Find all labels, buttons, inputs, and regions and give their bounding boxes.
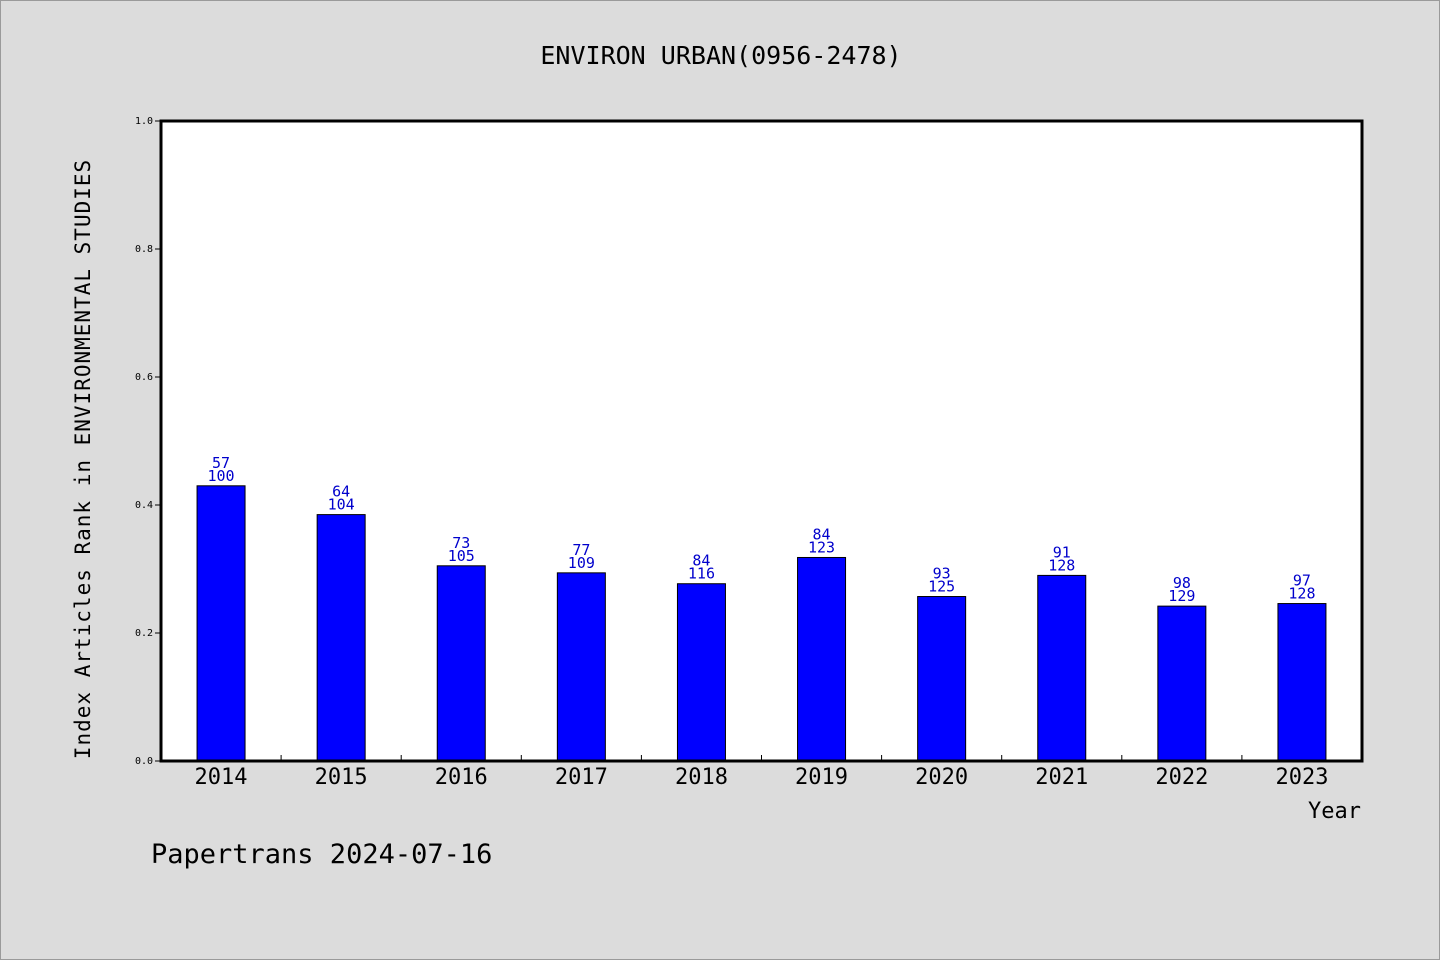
bar-rank-label: 73	[452, 534, 470, 552]
x-tick-label: 2017	[555, 765, 608, 790]
bar	[917, 596, 967, 762]
plot-frame	[159, 119, 1364, 763]
y-axis: 0.0 0.2 0.4 0.6 0.8 1.0	[135, 116, 161, 767]
bar-rank-label: 97	[1293, 572, 1311, 590]
x-tick-label: 2021	[1035, 765, 1088, 790]
bar-rank-label: 57	[212, 454, 230, 472]
bar	[196, 485, 246, 762]
bar-total-label: 109	[568, 554, 595, 572]
bar	[1277, 603, 1327, 762]
bar-rank-label: 91	[1053, 543, 1071, 561]
bar-total-label: 105	[448, 547, 475, 565]
bar	[1157, 605, 1207, 762]
bar	[797, 556, 847, 762]
x-axis: 2014 2015 2016 2017 2018 2019 2020 2021 2022 2023	[195, 755, 1328, 790]
x-tick-label: 2015	[315, 765, 368, 790]
bar-rank-label: 77	[572, 541, 590, 559]
y-tick-label: 1.0	[135, 116, 153, 127]
bar-rank-label: 64	[332, 483, 350, 501]
x-tick-label: 2022	[1155, 765, 1208, 790]
bar-rank-label: 93	[933, 565, 951, 583]
chart-title: ENVIRON URBAN(0956-2478)	[540, 41, 901, 70]
x-tick-label: 2016	[435, 765, 488, 790]
bar-total-label: 128	[1048, 556, 1075, 574]
bar-total-label: 129	[1168, 587, 1195, 605]
bar	[676, 583, 726, 762]
bars	[196, 485, 1327, 762]
bar-total-label: 125	[928, 578, 955, 596]
bar	[436, 565, 486, 762]
y-tick-label: 0.8	[135, 244, 153, 255]
bar	[1037, 574, 1087, 762]
x-axis-label: Year	[1308, 799, 1361, 824]
footer-credit: Papertrans 2024-07-16	[151, 839, 492, 870]
x-tick-label: 2014	[195, 765, 248, 790]
y-tick-label: 0.6	[135, 372, 153, 383]
bar-total-label: 100	[208, 467, 235, 485]
y-axis-label: Index Articles Rank in ENVIRONMENTAL STU…	[71, 159, 95, 759]
bar	[316, 514, 366, 762]
x-tick-label: 2020	[915, 765, 968, 790]
x-tick-label: 2019	[795, 765, 848, 790]
bar-rank-label: 84	[813, 525, 831, 543]
bar-rank-label: 98	[1173, 574, 1191, 592]
bar	[556, 572, 606, 762]
bar-rank-label: 84	[692, 552, 710, 570]
bar-total-label: 104	[328, 496, 355, 514]
y-tick-label: 0.4	[135, 500, 153, 511]
y-tick-label: 0.2	[135, 628, 153, 639]
x-tick-label: 2023	[1275, 765, 1328, 790]
y-tick-label: 0.0	[135, 756, 153, 767]
bar-total-label: 123	[808, 538, 835, 556]
x-tick-label: 2018	[675, 765, 728, 790]
bar-total-label: 116	[688, 565, 715, 583]
bar-total-label: 128	[1288, 585, 1315, 603]
